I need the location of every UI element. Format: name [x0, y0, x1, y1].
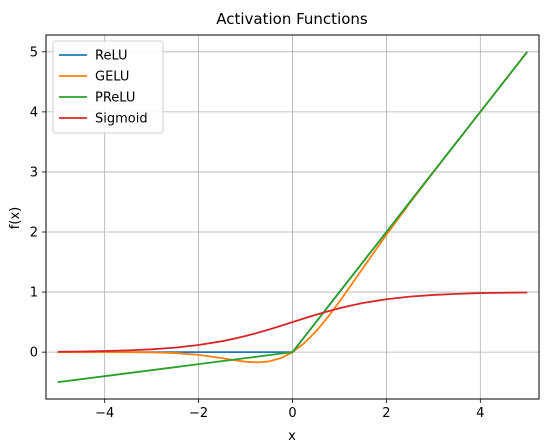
series-lines [57, 51, 528, 384]
y-tick-label: 0 [30, 346, 38, 361]
x-tick-label: 0 [288, 406, 296, 421]
y-tick-label: 5 [30, 45, 38, 60]
prelu-line [57, 51, 528, 384]
y-tick-label: 3 [30, 165, 38, 180]
sigmoid-line [57, 291, 528, 353]
legend-label-prelu: PReLU [95, 91, 135, 106]
x-tick-label: 2 [382, 406, 390, 421]
chart-title: Activation Functions [216, 10, 368, 28]
legend-label-relu: ReLU [95, 49, 128, 64]
x-tick-label: −4 [95, 406, 114, 421]
y-tick-label: 4 [30, 105, 38, 120]
x-tick-label: 4 [476, 406, 484, 421]
axis-ticks: −4 −2 0 2 4 0 1 2 3 4 5 [30, 45, 485, 421]
y-tick-label: 2 [30, 226, 38, 241]
x-tick-label: −2 [189, 406, 208, 421]
x-axis-label: x [288, 429, 296, 444]
legend-box [52, 40, 164, 134]
y-tick-label: 1 [30, 286, 38, 301]
legend-label-sigmoid: Sigmoid [95, 112, 148, 127]
legend: ReLU GELU PReLU Sigmoid [52, 40, 164, 134]
y-axis-label: f(x) [8, 207, 23, 229]
legend-label-gelu: GELU [95, 70, 129, 85]
